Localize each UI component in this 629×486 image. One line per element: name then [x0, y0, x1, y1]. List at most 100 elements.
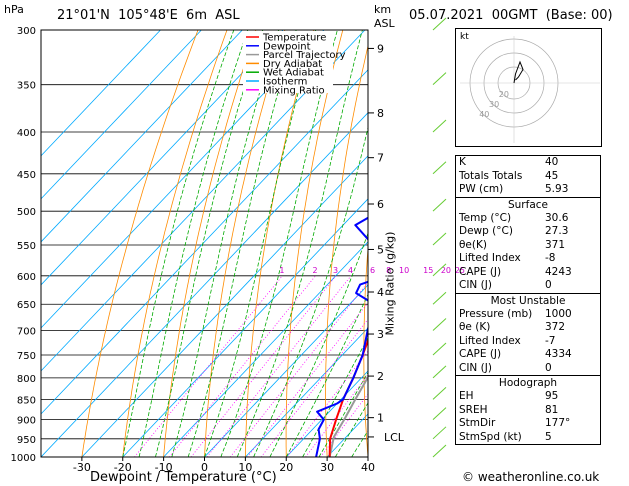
most-unstable-value: 1000: [545, 307, 572, 320]
pressure-tick-label: 350: [17, 81, 36, 92]
km-tick-label: 6: [377, 198, 384, 211]
wind-barb: [432, 342, 447, 356]
wind-barb: [432, 263, 447, 277]
legend-entry: Parcel Trajectory: [263, 50, 346, 61]
hodograph-table-row: EH 95: [456, 390, 600, 404]
dry-adiabat-line: [245, 30, 315, 457]
pressure-tick-label: 700: [17, 327, 36, 338]
lcl-label: LCL: [384, 431, 405, 444]
mixing-ratio-label: 3: [333, 266, 338, 275]
mixing-ratio-label: 2: [312, 266, 317, 275]
x-tick-label: 30: [320, 461, 334, 474]
most-unstable-label: CIN (J): [459, 361, 492, 374]
hodograph-table-label: StmSpd (kt): [459, 430, 522, 443]
surface-label: Lifted Index: [459, 252, 521, 264]
wet-adiabat-line: [302, 336, 368, 457]
surface-row: Dewp (°C) 27.3: [456, 225, 600, 239]
surface-row: Lifted Index -8: [456, 252, 600, 266]
wet-adiabat-line: [318, 371, 368, 457]
legend-entry: Dry Adiabat: [263, 59, 322, 70]
mixing-ratio-label: 4: [348, 266, 353, 275]
surface-section: Surface Temp (°C) 30.6 Dewp (°C) 27.3 θe(K) 3…: [455, 197, 601, 294]
x-axis-label: Dewpoint / Temperature (°C): [90, 470, 277, 485]
hodograph-ring-label: 20: [499, 90, 509, 99]
indices-label: PW (cm): [459, 183, 504, 195]
wind-barb: [432, 232, 447, 246]
wet-adiabat-line: [236, 30, 363, 457]
legend-entry: Mixing Ratio: [263, 85, 325, 96]
surface-value: -8: [545, 252, 556, 264]
pressure-tick-label: 800: [17, 374, 36, 385]
indices-row: K 40: [456, 156, 601, 170]
surface-value: 371: [545, 238, 566, 251]
surface-title: Surface: [507, 198, 548, 211]
legend-entry: Temperature: [262, 33, 326, 44]
mixing-ratio-line: [247, 302, 368, 457]
dry-adiabat-line: [81, 30, 199, 457]
mixing-ratio-line: [190, 275, 337, 457]
km-tick-label: 1: [377, 412, 384, 425]
most-unstable-value: -7: [545, 334, 556, 347]
dry-adiabat-line: [325, 44, 368, 457]
isotherm-line: [286, 370, 368, 457]
asl-label: ASL: [374, 17, 395, 30]
wet-adiabat-line: [285, 293, 368, 457]
mixing-ratio-line: [286, 350, 368, 457]
indices-value: 45: [545, 169, 559, 182]
hodograph-kt-label: kt: [460, 32, 469, 42]
hodograph-table-label: EH: [459, 390, 474, 402]
wet-adiabat-line: [122, 30, 235, 457]
surface-value: 27.3: [545, 225, 569, 237]
mixing-ratio-label: 15: [423, 266, 433, 275]
surface-label: Temp (°C): [459, 211, 512, 224]
wind-barb: [432, 72, 447, 86]
mixing-ratio-label: 25: [455, 266, 465, 275]
pressure-tick-label: 500: [17, 207, 36, 218]
wind-barb: [432, 444, 447, 458]
most-unstable-value: 0: [545, 361, 552, 374]
most-unstable-row: θe (K) 372: [456, 321, 600, 335]
dewpoint-line: [315, 216, 368, 457]
pressure-tick-label: 1000: [11, 453, 36, 464]
pressure-tick-label: 550: [17, 241, 36, 252]
dry-adiabat-line: [285, 30, 344, 457]
isotherm-line: [41, 30, 243, 243]
wind-barb: [432, 161, 447, 175]
x-tick-label: -10: [155, 461, 173, 474]
surface-label: CAPE (J): [459, 265, 502, 278]
hodograph-table-value: 95: [545, 390, 559, 402]
isotherm-line: [41, 30, 202, 200]
km-tick-label: 7: [377, 152, 384, 165]
wet-adiabat-line: [138, 30, 249, 457]
isotherm-line: [245, 327, 368, 457]
indices-table: K 40 Totals Totals 45 PW (cm) 5.93: [455, 155, 601, 198]
wind-barb: [432, 119, 447, 133]
surface-value: 30.6: [545, 211, 569, 224]
most-unstable-row: CAPE (J) 4334: [456, 348, 600, 362]
mixing-ratio-label: 20: [441, 266, 451, 275]
pressure-tick-label: 600: [17, 272, 36, 283]
most-unstable-label: Lifted Index: [459, 334, 521, 347]
hodograph-table-row: StmDir 177°: [456, 417, 600, 431]
isotherm-line: [41, 30, 284, 286]
hodograph-trace: [513, 60, 524, 84]
wet-adiabat-line: [187, 30, 297, 457]
km-tick-label: 2: [377, 370, 384, 383]
km-tick-label: 9: [377, 42, 384, 55]
hodograph-table-value: 5: [545, 430, 552, 443]
km-tick-label: 8: [377, 107, 384, 120]
pressure-tick-label: 400: [17, 128, 36, 139]
pressure-tick-label: 900: [17, 416, 36, 427]
most-unstable-section: Most Unstable Pressure (mb) 1000 θe (K) 372…: [455, 293, 601, 376]
x-tick-label: -30: [73, 461, 91, 474]
pressure-tick-label: 750: [17, 351, 36, 362]
hodograph-title: Hodograph: [498, 377, 558, 389]
mixing-ratio-line: [305, 374, 368, 457]
hodograph-section: Hodograph EH 95 SREH 81 StmDir 177° StmSpd (kt…: [455, 376, 601, 445]
dry-adiabat-line: [401, 30, 430, 457]
temperature-line: [328, 337, 368, 457]
isotherm-line: [41, 30, 161, 157]
